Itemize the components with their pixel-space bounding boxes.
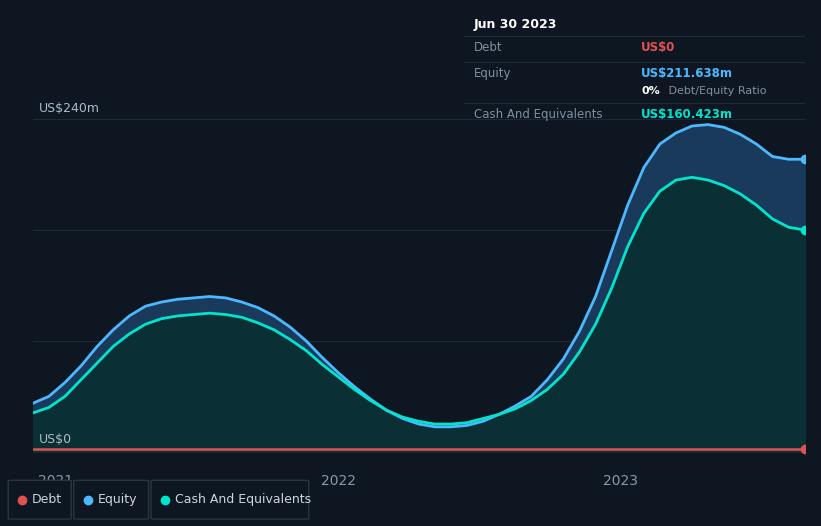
FancyBboxPatch shape <box>74 480 149 519</box>
Text: US$160.423m: US$160.423m <box>641 107 733 120</box>
Text: US$0: US$0 <box>39 433 71 446</box>
Text: Cash And Equivalents: Cash And Equivalents <box>474 107 603 120</box>
Text: 0%: 0% <box>641 86 660 96</box>
Text: Equity: Equity <box>98 493 137 506</box>
Text: Jun 30 2023: Jun 30 2023 <box>474 18 557 31</box>
Text: US$240m: US$240m <box>39 102 99 115</box>
Text: US$211.638m: US$211.638m <box>641 67 733 79</box>
Text: Debt: Debt <box>474 41 502 54</box>
Text: Debt: Debt <box>32 493 62 506</box>
FancyBboxPatch shape <box>8 480 71 519</box>
Text: Debt/Equity Ratio: Debt/Equity Ratio <box>665 86 766 96</box>
Text: Cash And Equivalents: Cash And Equivalents <box>175 493 311 506</box>
Text: Equity: Equity <box>474 67 511 79</box>
FancyBboxPatch shape <box>151 480 309 519</box>
Text: US$0: US$0 <box>641 41 676 54</box>
